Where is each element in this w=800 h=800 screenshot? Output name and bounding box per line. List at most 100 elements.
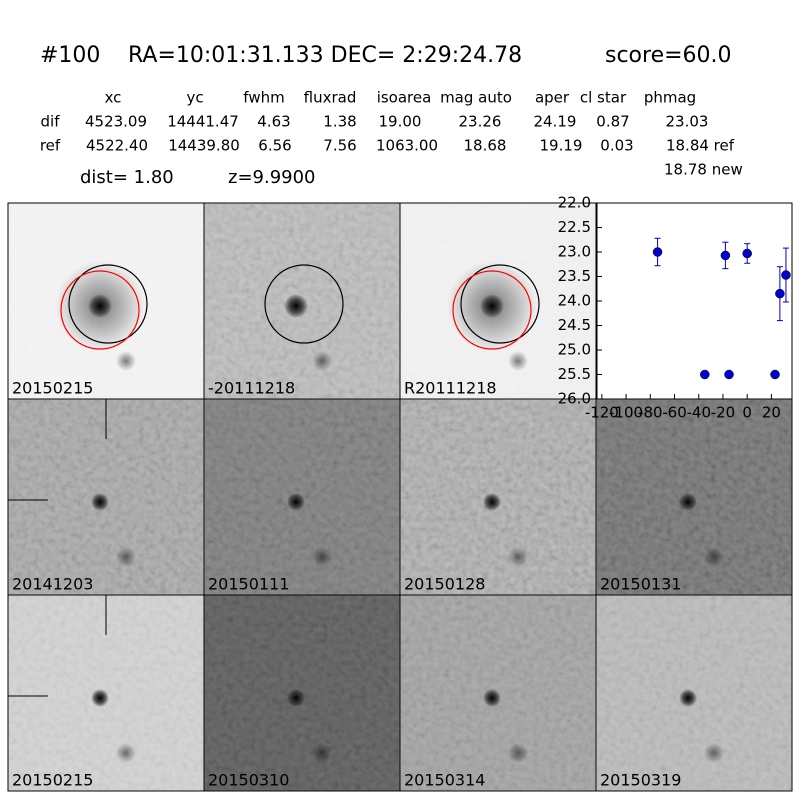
column-header: aper [535,89,570,107]
neighbor-blob [704,547,724,567]
table-cell: 14441.47 [167,113,239,131]
x-tick-label: 20 [762,404,781,422]
table-cell: 6.56 [258,137,291,155]
table-cell: 4523.09 [85,113,147,131]
panel-label: 20150215 [12,771,93,790]
cutout-panel: 20150111 [203,398,401,596]
source-blob [483,689,501,707]
cutout-panel: 20150215 [7,594,205,792]
data-point [652,247,663,257]
cutout-panel: -20111218 [203,202,401,400]
table-cell: 23.03 [666,113,709,131]
column-header: yc [186,89,203,107]
panel-label: 20150128 [404,575,485,594]
neighbor-blob [508,351,528,371]
cutout-panel: R20111218 [399,202,597,400]
neighbor-blob [116,351,136,371]
neighbor-blob [312,351,332,371]
table-cell: 19.00 [379,113,422,131]
table-cell: 24.19 [534,113,577,131]
panel-label: 20150131 [600,575,681,594]
coordinates: RA=10:01:31.133 DEC= 2:29:24.78 [128,43,522,68]
neighbor-blob [704,743,724,763]
row-label: ref [40,137,61,155]
column-header: fwhm [243,89,284,107]
x-tick-label: -20 [711,404,736,422]
column-header: fluxrad [304,89,357,107]
data-point [700,369,710,380]
table-cell: 0.87 [596,113,629,131]
aperture-red [452,270,532,350]
redshift: z=9.9900 [228,167,316,188]
y-tick-label: 25.5 [558,365,591,383]
cutout-panel: 20150128 [399,398,597,596]
y-tick-label: 26.0 [558,390,591,408]
points [652,237,791,380]
cutout-panel: 20150319 [595,594,793,792]
source-blob [483,493,501,511]
x-tick-label: -80 [638,404,663,422]
source-blob [679,493,697,511]
y-tick-label: 22.5 [558,218,591,236]
cutout-panel: 20150314 [399,594,597,792]
data-point [770,369,780,380]
neighbor-blob [312,743,332,763]
y-tick-label: 24.0 [558,292,591,310]
data-point [720,250,731,261]
table-cell: 1063.00 [376,137,438,155]
panel-label: 20150310 [208,771,289,790]
cutout-panel: 20150131 [595,398,793,596]
y-tick-label: 24.5 [558,316,591,334]
data-point [742,248,752,259]
column-header: phmag [644,89,696,107]
panel-label: 20150215 [12,379,93,398]
source-blob [679,689,697,707]
column-header: mag auto [440,89,512,107]
neighbor-blob [508,743,528,763]
aperture-red [60,270,140,350]
table-cell: 19.19 [540,137,583,155]
aperture-black [264,264,344,344]
source-blob [91,689,109,707]
cutout-panel: 20141203 [7,398,205,596]
object-id: #100 [40,43,100,68]
panel-label: 20141203 [12,575,93,594]
source-blob [287,689,305,707]
y-tick-label: 25.0 [558,341,591,359]
row-label: dif [41,113,61,131]
source-blob [88,294,112,318]
source-blob [480,294,504,318]
column-header: cl star [580,89,627,107]
panel-label: 20150319 [600,771,681,790]
distance: dist= 1.80 [80,167,174,188]
panel-label: -20111218 [208,379,295,398]
table-cell: 18.84 ref [666,137,735,155]
data-point [775,288,785,299]
cutout-panel: 20150215 [7,202,205,400]
y-tick-label: 22.0 [558,194,591,212]
table-cell: 4522.40 [86,137,148,155]
source-blob [287,493,305,511]
table-cell: 0.03 [600,137,633,155]
score: score=60.0 [605,43,732,68]
aperture-black [68,264,148,344]
column-header: isoarea [377,89,432,107]
data-point [781,270,791,280]
table-cell: 23.26 [459,113,502,131]
table-cell: 4.63 [257,113,290,131]
y-tick-label: 23.0 [558,243,591,261]
aperture-black [460,264,540,344]
table-cell: 1.38 [323,113,356,131]
table-cell: 14439.80 [168,137,240,155]
panel-label: 20150314 [404,771,485,790]
table-cell: 18.68 [464,137,507,155]
panel-label: 20150111 [208,575,289,594]
x-tick-label: -40 [686,404,711,422]
neighbor-blob [116,547,136,567]
x-tick-label: 0 [742,404,752,422]
source-blob [91,493,109,511]
neighbor-blob [312,547,332,567]
phmag-new: 18.78 new [664,161,743,179]
